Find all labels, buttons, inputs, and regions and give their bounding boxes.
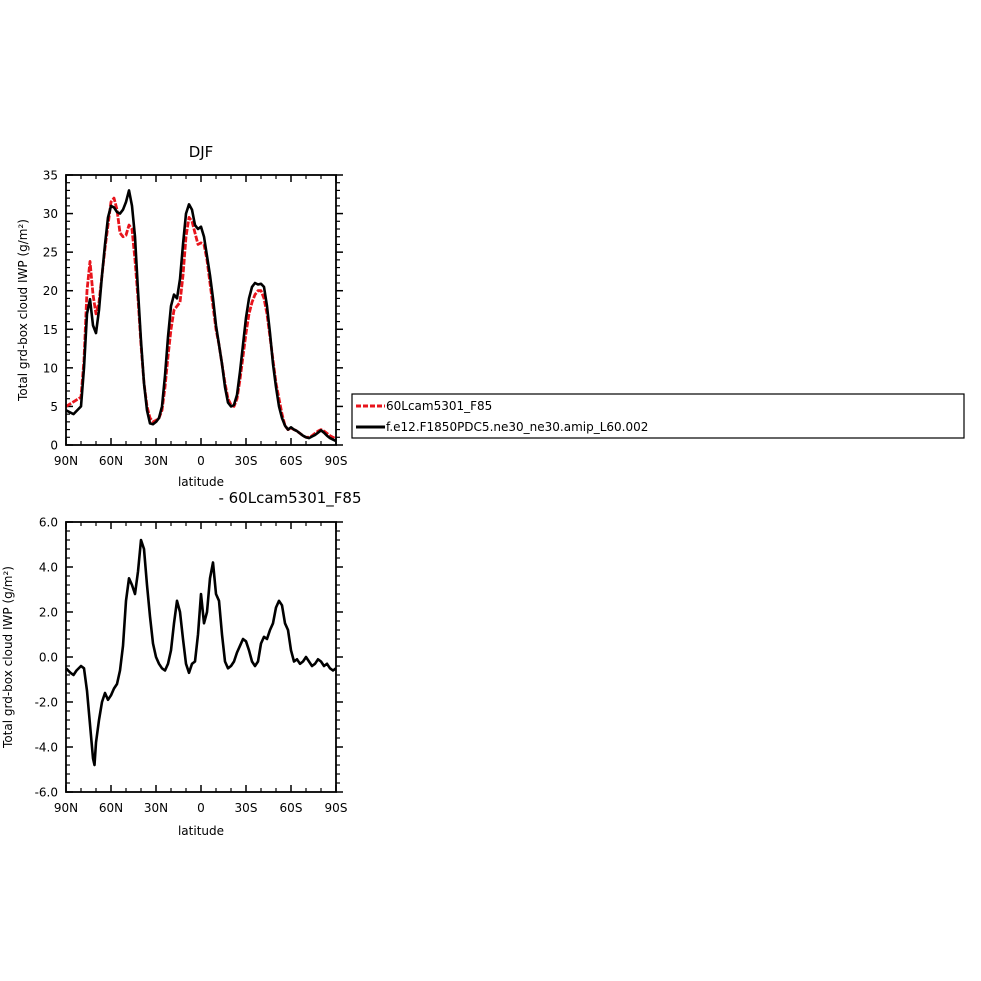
- bottom-x-tick-label: 90S: [325, 801, 348, 815]
- top-x-tick-label: 30S: [235, 454, 258, 468]
- bottom-y-tick-label: -2.0: [35, 696, 58, 710]
- top-x-axis-label: latitude: [178, 475, 224, 489]
- top-y-tick-label: 15: [43, 323, 58, 337]
- bottom-y-tick-label: 0.0: [39, 651, 58, 665]
- legend-entry-black: f.e12.F1850PDC5.ne30_ne30.amip_L60.002: [386, 420, 648, 434]
- bottom-series-line-black: [65, 538, 337, 767]
- bottom-x-tick-label: 0: [197, 801, 205, 815]
- legend-box: [351, 393, 965, 439]
- top-y-tick-label: 35: [43, 169, 58, 183]
- bottom-y-tick-label: 2.0: [39, 606, 58, 620]
- bottom-x-tick-label: 60S: [280, 801, 303, 815]
- top-y-tick-label: 0: [50, 439, 58, 453]
- legend: 60Lcam5301_F85 f.e12.F1850PDC5.ne30_ne30…: [351, 393, 965, 439]
- bottom-x-tick-label: 90N: [54, 801, 78, 815]
- top-y-tick-label: 30: [43, 207, 58, 221]
- top-y-axis-label: Total grd-box cloud IWP (g/m²): [16, 219, 30, 402]
- bottom-x-tick-label: 30S: [235, 801, 258, 815]
- bottom-chart-title: - 60Lcam5301_F85: [218, 489, 361, 508]
- top-chart-title: DJF: [189, 143, 214, 161]
- top-x-tick-label: 60N: [99, 454, 123, 468]
- top-x-tick-label: 0: [197, 454, 205, 468]
- top-plot-frame: [65, 174, 337, 446]
- bottom-y-tick-label: 4.0: [39, 561, 58, 575]
- top-series-line-black: [65, 189, 337, 443]
- bottom-x-tick-label: 60N: [99, 801, 123, 815]
- bottom-y-axis-label: Total grd-box cloud IWP (g/m²): [1, 566, 15, 749]
- top-x-tick-label: 90N: [54, 454, 78, 468]
- top-y-tick-label: 5: [50, 400, 58, 414]
- top-x-tick-label: 60S: [280, 454, 303, 468]
- bottom-x-tick-label: 30N: [144, 801, 168, 815]
- top-y-tick-label: 10: [43, 361, 58, 375]
- bottom-x-axis-label: latitude: [178, 824, 224, 838]
- bottom-y-tick-label: -6.0: [35, 786, 58, 800]
- legend-entry-red: 60Lcam5301_F85: [386, 399, 492, 413]
- top-chart: DJF 90N 60N 30N 0 30S 60S 90S 0 5 10 15 20 25 30 35 la…: [16, 143, 347, 489]
- top-y-tick-label: 20: [43, 284, 58, 298]
- top-y-tick-label: 25: [43, 246, 58, 260]
- bottom-plot-frame: [65, 521, 337, 793]
- top-x-tick-label: 90S: [325, 454, 348, 468]
- bottom-y-tick-label: 6.0: [39, 516, 58, 530]
- bottom-chart: - 60Lcam5301_F85 90N 60N 30N 0 30S 60S 90S -6.0…: [1, 489, 362, 838]
- top-x-tick-label: 30N: [144, 454, 168, 468]
- bottom-y-tick-label: -4.0: [35, 741, 58, 755]
